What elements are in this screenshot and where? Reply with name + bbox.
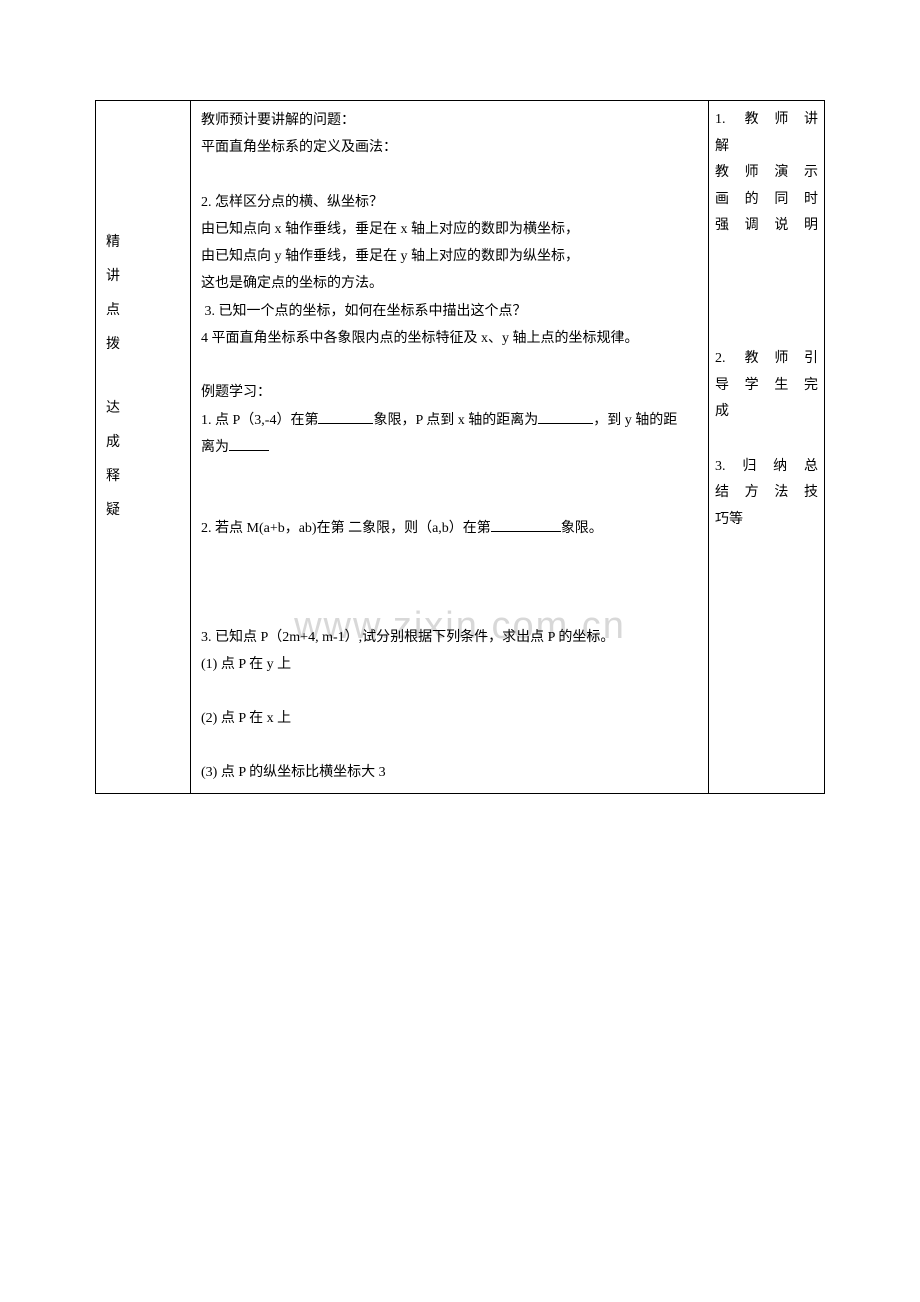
header-char: 点 (106, 297, 180, 325)
header-char: 释 (106, 463, 180, 491)
note-text: 3.归纳总 (715, 454, 818, 481)
note-text: 巧等 (715, 507, 818, 534)
answer-2c: 这也是确定点的坐标的方法。 (201, 270, 698, 297)
row-header-column: 精 讲 点 拨 达 成 释 疑 (96, 101, 191, 793)
content-column: 教师预计要讲解的问题： 平面直角坐标系的定义及画法： 2. 怎样区分点的横、纵坐… (191, 101, 709, 793)
blank-field (491, 518, 561, 532)
question-4: 4 平面直角坐标系中各象限内点的坐标特征及 x、y 轴上点的坐标规律。 (201, 325, 698, 352)
example-3-item-1: (1) 点 P 在 y 上 (201, 651, 698, 678)
note-text: 1. 教师讲 (715, 107, 818, 134)
note-block-1: 1. 教师讲 解 教师演示 画的同时 强调说明 (715, 107, 818, 240)
example-3-item-3: (3) 点 P 的纵坐标比横坐标大 3 (201, 759, 698, 786)
header-char: 成 (106, 429, 180, 457)
definition-line: 平面直角坐标系的定义及画法： (201, 134, 698, 161)
example-2: 2. 若点 M(a+b，ab)在第 二象限，则（a,b）在第象限。 (201, 515, 698, 542)
note-text: 画的同时 (715, 187, 818, 214)
question-2: 2. 怎样区分点的横、纵坐标？ (201, 189, 698, 216)
note-text: 教师演示 (715, 160, 818, 187)
example-heading: 例题学习： (201, 379, 698, 406)
note-text: 成 (715, 399, 818, 426)
example-1: 1. 点 P（3,-4）在第象限，P 点到 x 轴的距离为，到 y 轴的距 (201, 407, 698, 434)
note-text: 解 (715, 134, 818, 161)
note-text: 结方法技 (715, 480, 818, 507)
example-3-item-2: (2) 点 P 在 x 上 (201, 705, 698, 732)
blank-field (318, 410, 373, 424)
question-3: 3. 已知一个点的坐标，如何在坐标系中描出这个点？ (201, 298, 698, 325)
header-char: 精 (106, 229, 180, 257)
note-text: 2. 教师引 (715, 346, 818, 373)
header-char: 疑 (106, 497, 180, 525)
header-char: 讲 (106, 263, 180, 291)
table-row: 精 讲 点 拨 达 成 释 疑 教师预计要讲解的问题： 平面直角坐标系的定义及画… (96, 101, 824, 793)
example-1-continued: 离为 (201, 434, 698, 461)
blank-field (229, 437, 269, 451)
note-block-3: 3.归纳总 结方法技 巧等 (715, 454, 818, 534)
example-3: 3. 已知点 P（2m+4, m-1）,试分别根据下列条件，求出点 P 的坐标。 (201, 624, 698, 651)
teacher-question-heading: 教师预计要讲解的问题： (201, 107, 698, 134)
blank-field (538, 410, 593, 424)
note-text: 强调说明 (715, 213, 818, 240)
note-text: 导学生完 (715, 373, 818, 400)
answer-2b: 由已知点向 y 轴作垂线，垂足在 y 轴上对应的数即为纵坐标， (201, 243, 698, 270)
header-char: 达 (106, 395, 180, 423)
answer-2a: 由已知点向 x 轴作垂线，垂足在 x 轴上对应的数即为横坐标， (201, 216, 698, 243)
notes-column: 1. 教师讲 解 教师演示 画的同时 强调说明 2. 教师引 导学生完 成 3.… (709, 101, 824, 793)
header-char: 拨 (106, 331, 180, 359)
note-block-2: 2. 教师引 导学生完 成 (715, 346, 818, 426)
content-wrapper: 精 讲 点 拨 达 成 释 疑 教师预计要讲解的问题： 平面直角坐标系的定义及画… (95, 100, 825, 794)
main-table: 精 讲 点 拨 达 成 释 疑 教师预计要讲解的问题： 平面直角坐标系的定义及画… (95, 100, 825, 794)
